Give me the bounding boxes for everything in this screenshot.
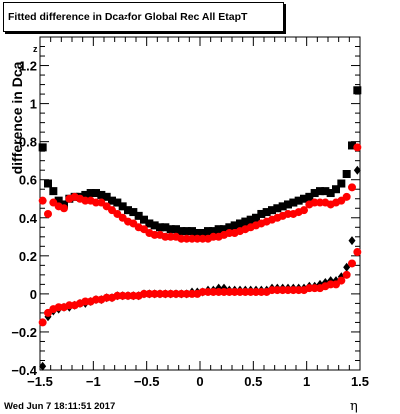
x-tick-label: −1.5 bbox=[27, 374, 53, 389]
y-tick-label: 0.4 bbox=[19, 211, 38, 226]
series-1-point bbox=[161, 223, 170, 232]
y-tick-label: 1 bbox=[30, 97, 37, 112]
series-1-point bbox=[236, 219, 244, 228]
series-1-point bbox=[92, 189, 100, 198]
series-1-point bbox=[268, 206, 276, 215]
y-tick-label: 0 bbox=[30, 287, 37, 302]
series-1-point bbox=[241, 217, 250, 226]
series-1-point bbox=[337, 179, 346, 188]
series-1-point bbox=[150, 221, 159, 230]
series-1-point bbox=[129, 208, 138, 217]
y-tick-label: 0.2 bbox=[19, 249, 37, 264]
series-1-point bbox=[326, 189, 335, 198]
series-2-point bbox=[44, 209, 52, 218]
series-1-point bbox=[177, 227, 186, 236]
series-3-point bbox=[348, 236, 356, 246]
series-1-point bbox=[353, 86, 362, 95]
chart-title-suffix: for Global Rec All EtapT bbox=[127, 11, 248, 23]
series-1-point bbox=[38, 143, 47, 152]
x-tick-label: 0 bbox=[196, 374, 203, 389]
y-tick-label: −0.4 bbox=[11, 363, 37, 378]
series-1-point bbox=[118, 202, 127, 211]
y-tick-label: −0.2 bbox=[11, 325, 37, 340]
series-1-point bbox=[134, 211, 143, 220]
series-4-point bbox=[342, 270, 351, 279]
series-1-point bbox=[193, 228, 202, 237]
chart-title: Fitted difference in Dca z for Global Rec… bbox=[3, 2, 284, 32]
x-tick-label: −0.5 bbox=[134, 374, 160, 389]
series-1-point bbox=[300, 194, 308, 203]
series-2-point bbox=[342, 192, 351, 201]
chart-title-subscript: z bbox=[124, 13, 128, 21]
timestamp: Wed Jun 7 18:11:51 2017 bbox=[4, 401, 116, 412]
series-1-point bbox=[284, 200, 292, 209]
series-1-point bbox=[316, 187, 324, 196]
series-1-point bbox=[246, 215, 255, 224]
series-1-point bbox=[81, 190, 90, 199]
series-1-point bbox=[310, 189, 319, 198]
series-1-point bbox=[145, 219, 154, 228]
series-1-point bbox=[305, 192, 314, 201]
y-tick-label: 0.6 bbox=[19, 173, 37, 188]
series-1-point bbox=[204, 227, 212, 236]
series-1-point bbox=[124, 206, 132, 215]
series-1-point bbox=[108, 196, 116, 205]
chart-title-prefix: Fitted difference in Dca bbox=[8, 11, 125, 23]
series-1-point bbox=[294, 196, 303, 205]
series-1-point bbox=[198, 228, 207, 237]
series-1-point bbox=[342, 170, 351, 179]
x-tick-label: 1.5 bbox=[351, 374, 369, 389]
series-1-point bbox=[348, 141, 356, 150]
series-1-point bbox=[49, 187, 58, 196]
series-3-point bbox=[39, 361, 47, 371]
x-axis-label: η bbox=[350, 399, 358, 414]
series-1-point bbox=[289, 198, 298, 207]
x-tick-label: 1 bbox=[303, 374, 310, 389]
series-4-point bbox=[348, 259, 356, 268]
series-1-point bbox=[166, 225, 175, 234]
series-1-point bbox=[97, 190, 106, 199]
y-axis-label: difference in Dca bbox=[9, 61, 25, 175]
series-2-point bbox=[300, 206, 308, 215]
series-1-point bbox=[188, 227, 196, 236]
series-2-point bbox=[60, 204, 68, 213]
series-1-point bbox=[332, 185, 340, 194]
series-1-point bbox=[113, 198, 122, 207]
series-1-point bbox=[321, 187, 330, 196]
series-2-point bbox=[348, 183, 356, 192]
series-4-point bbox=[38, 318, 47, 327]
series-2-point bbox=[38, 196, 47, 205]
series-1-point bbox=[252, 213, 260, 222]
x-tick-label: 0.5 bbox=[244, 374, 262, 389]
series-2-point bbox=[353, 143, 362, 152]
series-1-point bbox=[156, 223, 164, 232]
series-1-point bbox=[172, 225, 180, 234]
y-tick-label: 1.2 bbox=[19, 59, 37, 74]
series-4-point bbox=[353, 248, 362, 257]
series-1-point bbox=[140, 215, 148, 224]
series-1-point bbox=[102, 192, 111, 201]
y-axis-label-subscript: z bbox=[33, 44, 38, 54]
series-4-point bbox=[337, 276, 346, 285]
series-1-point bbox=[278, 202, 287, 211]
series-1-point bbox=[257, 209, 266, 218]
series-1-point bbox=[273, 204, 282, 213]
series-1-point bbox=[182, 227, 191, 236]
series-1-point bbox=[220, 225, 228, 234]
series-1-point bbox=[44, 179, 52, 188]
series-1-point bbox=[209, 227, 218, 236]
series-1-point bbox=[225, 223, 234, 232]
series-1-point bbox=[214, 225, 223, 234]
x-tick-label: −1 bbox=[86, 374, 101, 389]
series-1-point bbox=[86, 189, 95, 198]
series-3-point bbox=[353, 165, 361, 175]
y-tick-label: 0.8 bbox=[19, 135, 37, 150]
series-1-point bbox=[54, 196, 63, 205]
series-1-point bbox=[262, 208, 271, 217]
series-1-point bbox=[230, 221, 239, 230]
